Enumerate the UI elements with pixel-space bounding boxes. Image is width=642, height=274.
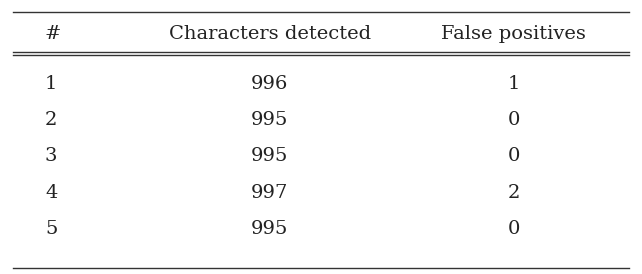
Text: 995: 995 (251, 111, 288, 129)
Text: False positives: False positives (441, 25, 586, 43)
Text: 996: 996 (251, 75, 288, 93)
Text: #: # (45, 25, 62, 43)
Text: 5: 5 (45, 220, 57, 238)
Text: 1: 1 (45, 75, 57, 93)
Text: 0: 0 (507, 220, 520, 238)
Text: 995: 995 (251, 147, 288, 165)
Text: 2: 2 (45, 111, 57, 129)
Text: 3: 3 (45, 147, 57, 165)
Text: Characters detected: Characters detected (169, 25, 370, 43)
Text: 4: 4 (45, 184, 57, 202)
Text: 997: 997 (251, 184, 288, 202)
Text: 0: 0 (507, 147, 520, 165)
Text: 995: 995 (251, 220, 288, 238)
Text: 2: 2 (507, 184, 520, 202)
Text: 1: 1 (507, 75, 520, 93)
Text: 0: 0 (507, 111, 520, 129)
